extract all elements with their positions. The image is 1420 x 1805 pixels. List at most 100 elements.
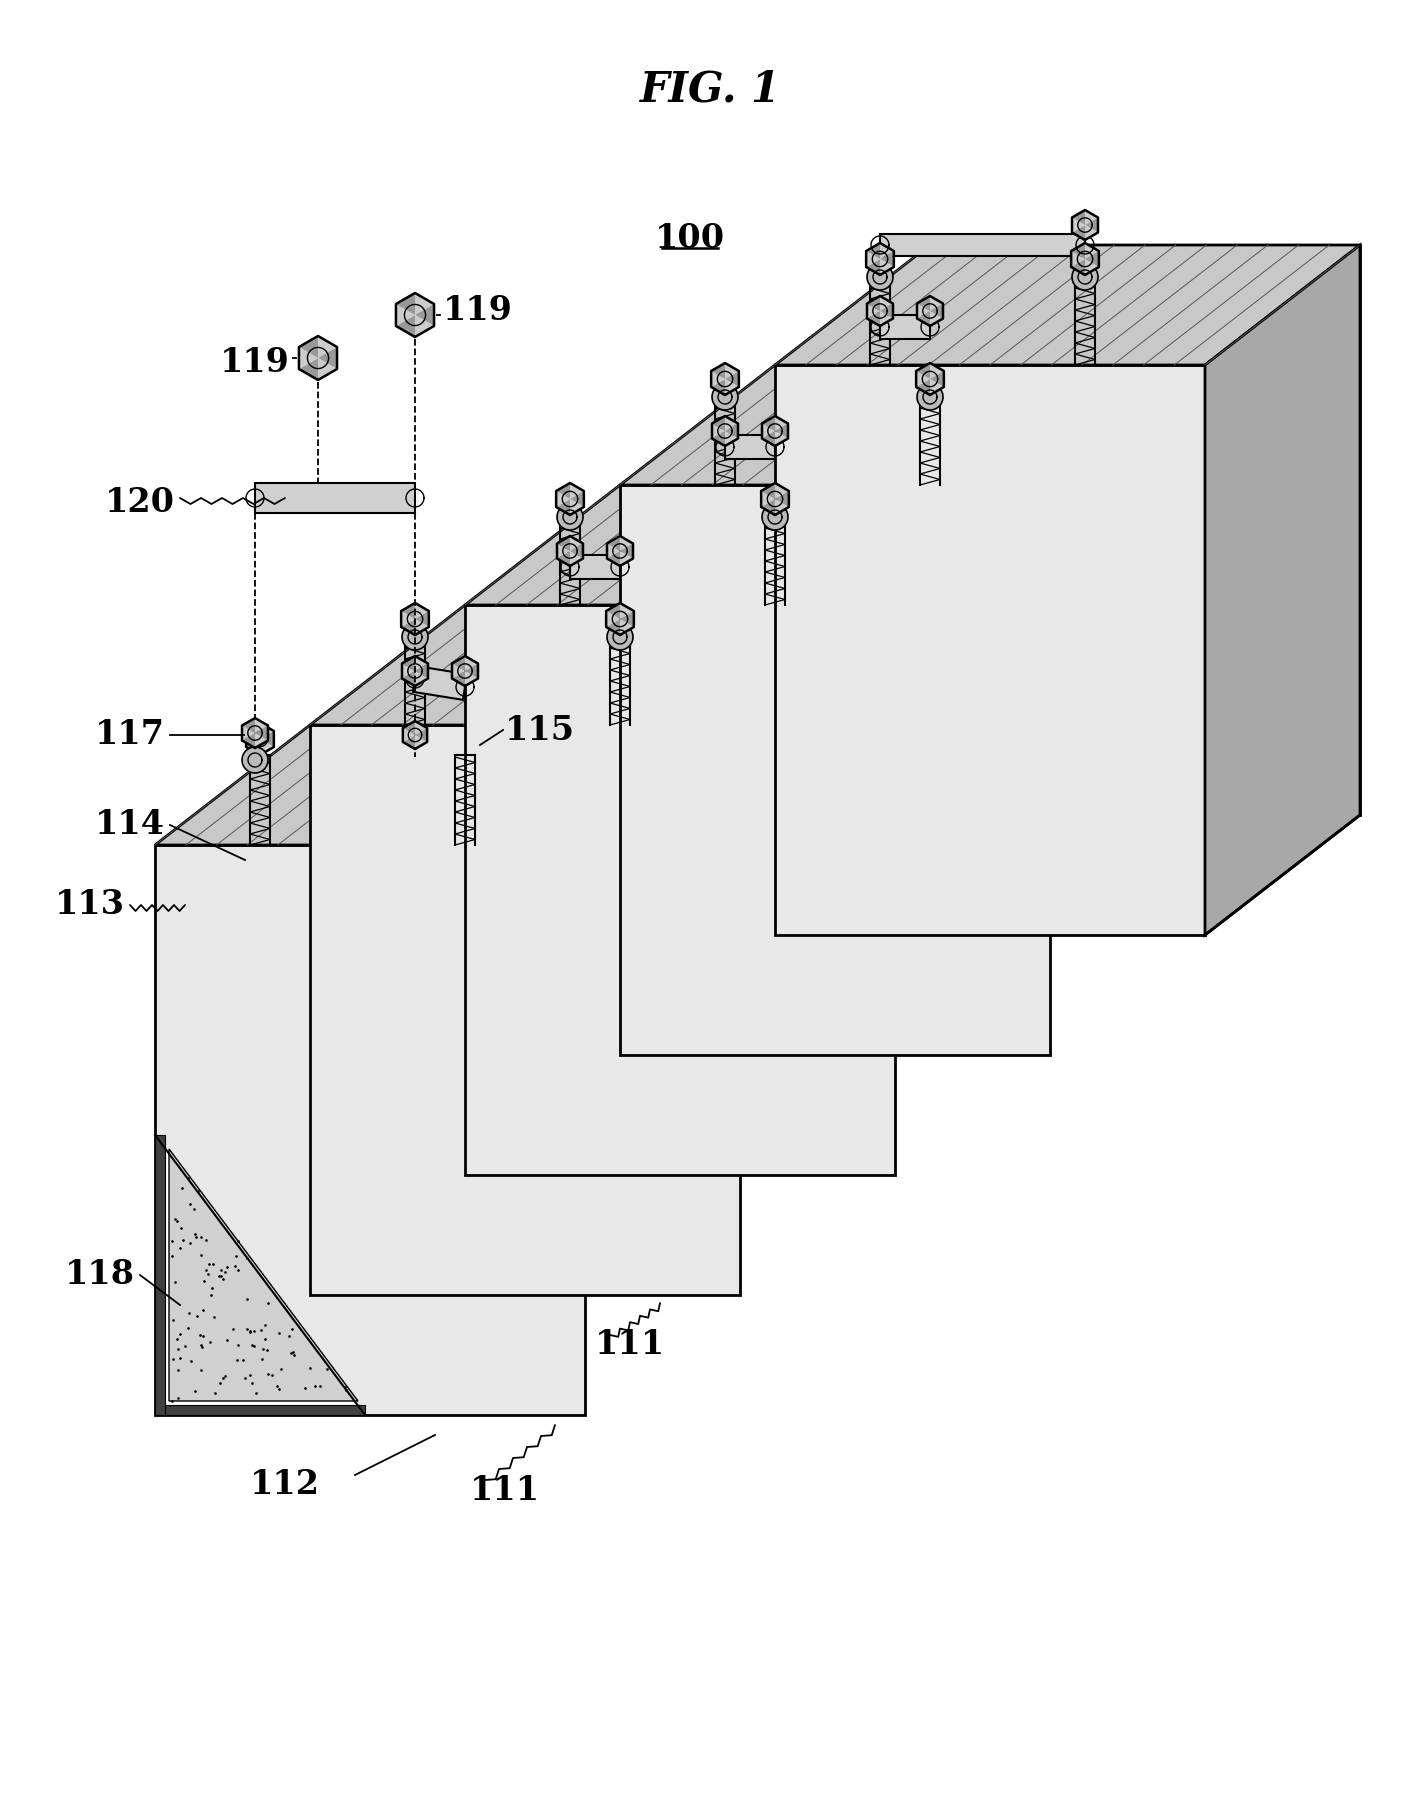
- Polygon shape: [318, 347, 337, 368]
- Polygon shape: [763, 424, 775, 439]
- Polygon shape: [413, 666, 467, 700]
- Text: 118: 118: [65, 1258, 135, 1292]
- Polygon shape: [917, 384, 943, 410]
- Polygon shape: [557, 536, 569, 551]
- Polygon shape: [1085, 258, 1099, 274]
- Polygon shape: [415, 316, 435, 338]
- Polygon shape: [155, 845, 585, 1415]
- Polygon shape: [569, 551, 584, 567]
- Polygon shape: [868, 303, 880, 318]
- Polygon shape: [868, 296, 880, 310]
- Polygon shape: [464, 605, 895, 1175]
- Polygon shape: [415, 619, 429, 635]
- Polygon shape: [711, 415, 726, 431]
- Text: 119: 119: [443, 294, 513, 327]
- Polygon shape: [1072, 226, 1085, 240]
- Polygon shape: [464, 664, 479, 679]
- Polygon shape: [403, 727, 415, 742]
- Polygon shape: [402, 664, 415, 679]
- Polygon shape: [930, 296, 943, 310]
- Polygon shape: [260, 724, 274, 738]
- Polygon shape: [621, 551, 633, 567]
- Polygon shape: [310, 726, 740, 1294]
- Polygon shape: [726, 424, 738, 439]
- Polygon shape: [569, 484, 584, 498]
- Polygon shape: [402, 671, 415, 686]
- Polygon shape: [403, 735, 415, 749]
- Polygon shape: [256, 726, 268, 740]
- Polygon shape: [415, 603, 429, 619]
- Polygon shape: [711, 372, 726, 386]
- Polygon shape: [402, 625, 427, 650]
- Polygon shape: [880, 244, 893, 258]
- Polygon shape: [761, 491, 775, 507]
- Polygon shape: [916, 379, 930, 395]
- Polygon shape: [866, 251, 880, 267]
- Polygon shape: [606, 551, 621, 567]
- Polygon shape: [569, 543, 584, 558]
- Polygon shape: [569, 498, 584, 514]
- Polygon shape: [880, 251, 893, 267]
- Polygon shape: [415, 612, 429, 626]
- Polygon shape: [1072, 217, 1085, 233]
- Polygon shape: [260, 731, 274, 747]
- Polygon shape: [155, 1135, 165, 1415]
- Polygon shape: [880, 316, 930, 339]
- Polygon shape: [880, 296, 893, 310]
- Polygon shape: [1071, 258, 1085, 274]
- Polygon shape: [763, 415, 775, 431]
- Polygon shape: [775, 365, 1206, 935]
- Polygon shape: [569, 536, 584, 551]
- Polygon shape: [402, 655, 415, 671]
- Polygon shape: [241, 747, 268, 773]
- Polygon shape: [403, 720, 415, 735]
- Polygon shape: [318, 336, 337, 357]
- Polygon shape: [557, 484, 569, 498]
- Polygon shape: [711, 384, 738, 410]
- Polygon shape: [726, 415, 738, 431]
- Polygon shape: [256, 718, 268, 733]
- Polygon shape: [606, 612, 621, 626]
- Polygon shape: [606, 625, 633, 650]
- Polygon shape: [415, 303, 435, 327]
- Polygon shape: [415, 664, 427, 679]
- Polygon shape: [930, 303, 943, 318]
- Polygon shape: [761, 498, 775, 514]
- Polygon shape: [464, 671, 479, 686]
- Polygon shape: [415, 727, 427, 742]
- Polygon shape: [310, 605, 895, 726]
- Polygon shape: [241, 718, 256, 733]
- Polygon shape: [300, 336, 318, 357]
- Polygon shape: [866, 244, 880, 258]
- Polygon shape: [917, 310, 930, 327]
- Polygon shape: [300, 347, 318, 368]
- Text: 111: 111: [595, 1328, 665, 1361]
- Polygon shape: [1072, 264, 1098, 291]
- Polygon shape: [246, 738, 260, 754]
- Polygon shape: [726, 363, 738, 379]
- Polygon shape: [621, 365, 1206, 486]
- Polygon shape: [1085, 226, 1098, 240]
- Polygon shape: [711, 379, 726, 395]
- Polygon shape: [1085, 217, 1098, 233]
- Polygon shape: [775, 431, 788, 446]
- Polygon shape: [400, 603, 415, 619]
- Polygon shape: [621, 486, 1049, 1054]
- Polygon shape: [256, 733, 268, 747]
- Polygon shape: [241, 733, 256, 747]
- Polygon shape: [775, 484, 790, 498]
- Polygon shape: [1085, 244, 1099, 258]
- Polygon shape: [569, 491, 584, 507]
- Polygon shape: [880, 303, 893, 318]
- Polygon shape: [300, 357, 318, 381]
- Polygon shape: [606, 603, 621, 619]
- Text: 113: 113: [55, 888, 125, 922]
- Polygon shape: [464, 655, 479, 671]
- Polygon shape: [1206, 245, 1360, 935]
- Text: 115: 115: [506, 713, 575, 747]
- Polygon shape: [726, 431, 738, 446]
- Polygon shape: [415, 292, 435, 316]
- Polygon shape: [930, 363, 944, 379]
- Polygon shape: [415, 671, 427, 686]
- Polygon shape: [726, 435, 775, 458]
